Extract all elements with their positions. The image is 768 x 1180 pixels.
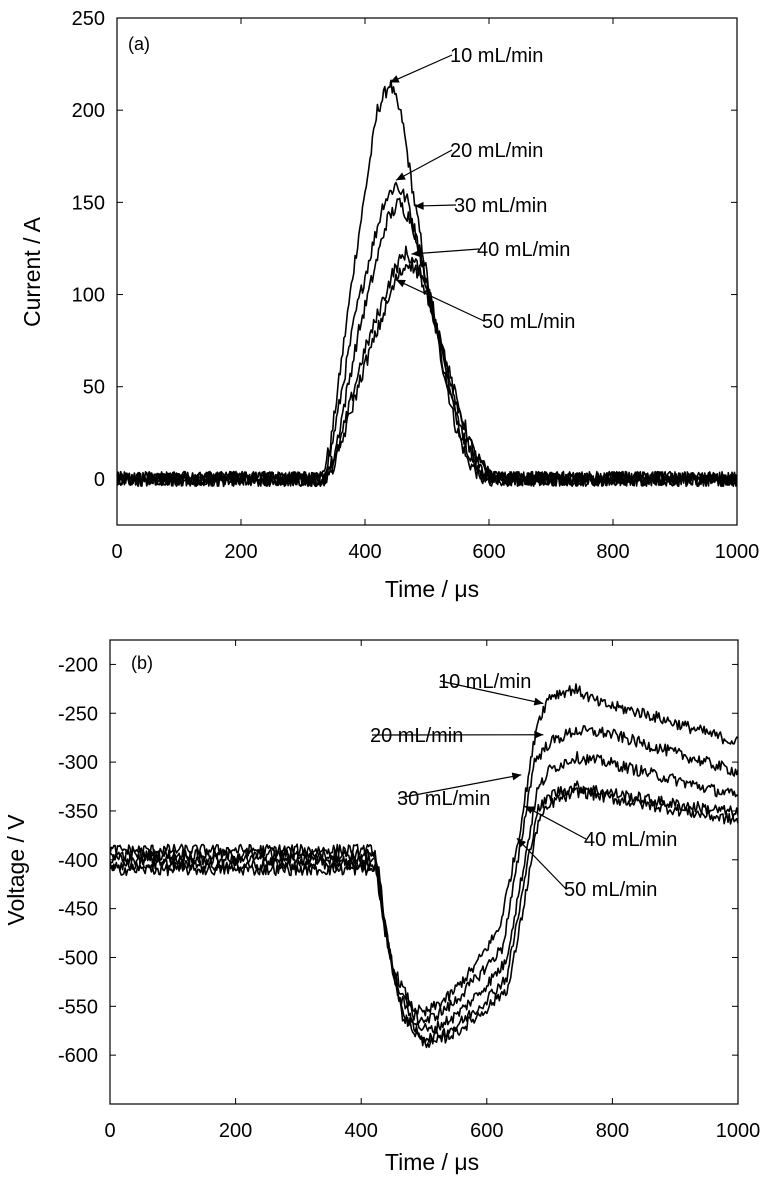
x-tick-label: 600 xyxy=(470,1120,503,1142)
y-tick-label: -550 xyxy=(58,996,98,1018)
plot-frame xyxy=(109,639,739,1105)
arrowhead xyxy=(396,279,406,288)
arrowhead xyxy=(411,249,421,258)
x-tick-label: 200 xyxy=(219,1120,252,1142)
y-axis-title: Voltage / V xyxy=(3,814,29,926)
x-axis-title: Time / μs xyxy=(385,576,479,602)
y-tick-label: -250 xyxy=(58,703,98,725)
series-label: 50 mL/min xyxy=(564,879,657,901)
x-tick-label: 600 xyxy=(472,541,505,563)
y-axis-title: Current / A xyxy=(19,216,45,327)
chart-panel-b: 0 200 400 600 800 1000 -200 -250 -300 -350 -400 -45… xyxy=(3,639,761,1175)
annotation-arrow xyxy=(439,680,544,705)
annotation-arrow xyxy=(395,149,453,181)
y-tick-label: 250 xyxy=(72,8,105,30)
annotation-arrow xyxy=(516,837,567,890)
y-tick-label: -400 xyxy=(58,850,98,872)
annotation-arrow xyxy=(398,774,522,799)
y-tick-label: 50 xyxy=(83,377,105,399)
y-tick-label: 150 xyxy=(72,192,105,214)
x-tick-label: 0 xyxy=(111,541,122,563)
y-tick-label: -500 xyxy=(58,947,98,969)
y-tick-label: 100 xyxy=(72,285,105,307)
series-label: 20 mL/min xyxy=(450,140,543,162)
x-tick-label: 200 xyxy=(224,541,257,563)
annotation-arrow xyxy=(524,805,587,840)
panel-label: (b) xyxy=(131,653,153,673)
x-tick-label: 400 xyxy=(345,1120,378,1142)
panel-label: (a) xyxy=(128,34,150,54)
series-label: 10 mL/min xyxy=(438,671,531,693)
y-tick-label: -450 xyxy=(58,899,98,921)
series-line-3 xyxy=(117,197,737,488)
x-axis-title: Time / μs xyxy=(385,1149,479,1175)
arrowhead xyxy=(534,730,544,739)
series-line-5 xyxy=(110,787,738,1049)
x-tick-label: 1000 xyxy=(715,541,760,563)
series-label: 40 mL/min xyxy=(584,829,677,851)
series-label: 50 mL/min xyxy=(482,311,575,333)
x-tick-label: 0 xyxy=(104,1120,115,1142)
arrowhead xyxy=(511,772,522,781)
x-tick-label: 800 xyxy=(596,541,629,563)
arrowhead xyxy=(524,806,535,814)
y-tick-label: -200 xyxy=(58,654,98,676)
chart-panel-a: 0 200 400 600 800 1000 0 50 100 150 200 250 Time / μ… xyxy=(19,8,759,602)
arrowhead xyxy=(389,75,400,83)
series-label: 30 mL/min xyxy=(397,788,490,810)
annotation-arrow xyxy=(389,54,453,84)
arrowhead xyxy=(516,838,527,848)
series-label: 20 mL/min xyxy=(370,725,463,747)
series-line-4 xyxy=(110,780,738,1045)
arrowhead xyxy=(414,201,424,210)
arrowhead xyxy=(533,697,544,706)
annotation-arrow xyxy=(411,248,480,255)
series-label: 40 mL/min xyxy=(477,239,570,261)
series-line-3 xyxy=(110,751,738,1034)
y-tick-label: -300 xyxy=(58,752,98,774)
x-tick-label: 800 xyxy=(596,1120,629,1142)
series-line-5 xyxy=(117,259,737,488)
series-label: 30 mL/min xyxy=(454,195,547,217)
series-line-2 xyxy=(117,181,737,487)
arrowhead xyxy=(396,172,406,181)
annotation-arrow xyxy=(395,279,485,322)
series-label: 10 mL/min xyxy=(450,45,543,67)
series-line-2 xyxy=(110,725,738,1024)
plot-frame xyxy=(116,17,738,526)
y-tick-label: 0 xyxy=(94,469,105,491)
x-tick-label: 1000 xyxy=(716,1120,761,1142)
x-tick-label: 400 xyxy=(348,541,381,563)
y-tick-label: -600 xyxy=(58,1045,98,1067)
y-tick-label: 200 xyxy=(72,100,105,122)
y-tick-label: -350 xyxy=(58,801,98,823)
